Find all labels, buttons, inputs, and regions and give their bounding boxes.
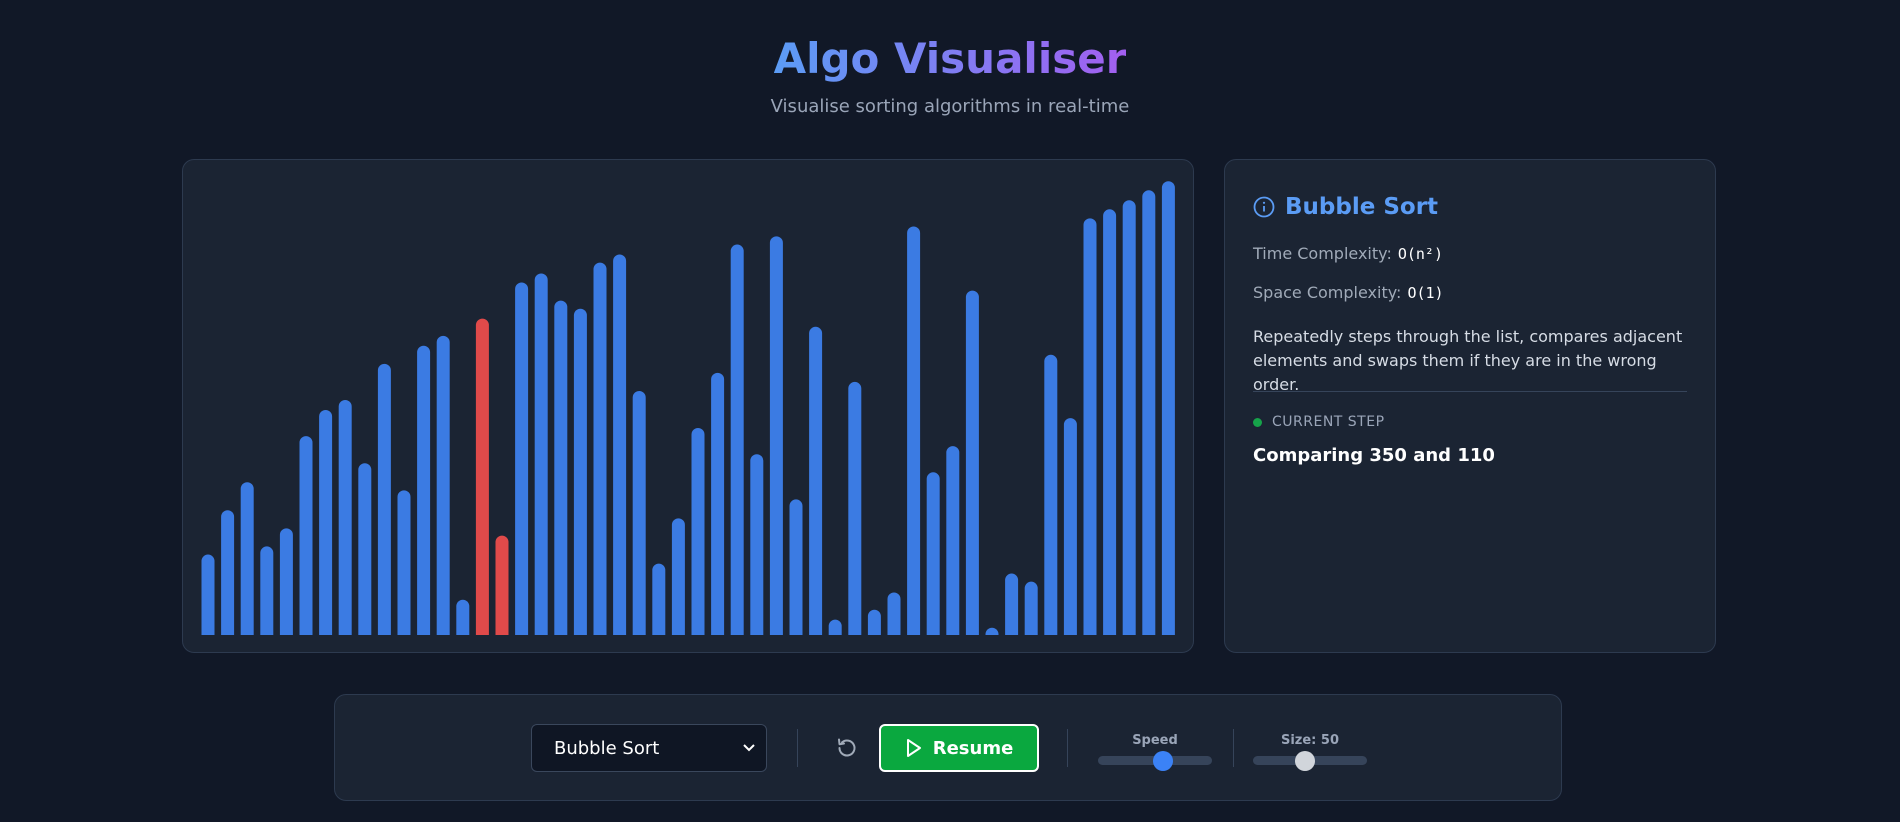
bar xyxy=(907,226,921,635)
bar xyxy=(789,499,803,635)
separator xyxy=(1253,391,1687,392)
bar xyxy=(652,563,666,635)
bar xyxy=(1044,354,1058,635)
bar xyxy=(260,546,274,635)
bar xyxy=(750,454,764,635)
chevron xyxy=(743,744,755,752)
bar xyxy=(671,518,685,635)
step-text: Comparing 350 and 110 xyxy=(1253,445,1495,466)
bar xyxy=(965,290,979,635)
bar xyxy=(201,554,215,635)
space-value: O(1) xyxy=(1407,284,1444,302)
bar xyxy=(1083,218,1097,636)
bar xyxy=(573,308,587,635)
reset-button[interactable] xyxy=(835,736,859,760)
info-icon xyxy=(1253,196,1275,218)
bar xyxy=(848,381,862,635)
space-row: Space Complexity: O(1) xyxy=(1253,283,1444,302)
resume-button[interactable]: Resume xyxy=(879,724,1039,772)
status-dot xyxy=(1253,417,1262,427)
step-heading: CURRENT STEP xyxy=(1253,414,1385,430)
bar xyxy=(1005,573,1019,635)
bar xyxy=(554,300,568,635)
bar xyxy=(867,609,881,635)
bar xyxy=(632,390,646,635)
info-title: Bubble Sort xyxy=(1285,194,1439,220)
bar xyxy=(809,326,823,635)
size-thumb[interactable] xyxy=(1295,751,1315,771)
time-row: Time Complexity: O(n²) xyxy=(1253,244,1443,263)
chart-panel xyxy=(182,159,1194,653)
bar xyxy=(1161,181,1175,635)
bar xyxy=(1103,209,1117,635)
bar xyxy=(926,472,940,635)
divider xyxy=(1233,729,1234,767)
bar xyxy=(436,335,450,635)
bar xyxy=(985,627,999,635)
select-value: Bubble Sort xyxy=(554,737,660,759)
info-heading: Bubble Sort xyxy=(1253,194,1438,220)
bar xyxy=(828,619,842,635)
bar xyxy=(279,528,293,635)
bar xyxy=(1063,418,1077,635)
bar xyxy=(1142,190,1156,636)
subtitle: Visualise sorting algorithms in real-tim… xyxy=(770,96,1130,117)
bar xyxy=(711,372,725,635)
divider xyxy=(1067,729,1068,767)
bar xyxy=(593,262,607,635)
bar xyxy=(515,282,529,635)
bar xyxy=(613,254,627,635)
bar xyxy=(338,400,352,635)
bar xyxy=(358,463,372,635)
time-label: Time Complexity: xyxy=(1253,244,1392,263)
bar xyxy=(240,482,254,635)
bar xyxy=(475,318,489,635)
resume-label: Resume xyxy=(932,737,1014,759)
space-label: Space Complexity: xyxy=(1253,283,1402,302)
play-icon xyxy=(906,739,921,757)
size-label: Size: 50 xyxy=(1280,733,1340,748)
bar xyxy=(397,490,411,635)
title-text: Algo Visualiser xyxy=(773,34,1127,83)
algorithm-select[interactable]: Bubble Sort xyxy=(531,724,767,772)
bar xyxy=(691,428,705,635)
bar xyxy=(221,510,235,635)
bar xyxy=(319,409,333,635)
bar xyxy=(769,236,783,635)
bar xyxy=(946,446,960,635)
divider xyxy=(797,729,798,767)
bar xyxy=(456,599,470,635)
step-label: CURRENT STEP xyxy=(1272,414,1385,430)
title: Algo Visualiser xyxy=(0,34,1900,83)
controls-panel: Bubble Sort Resume Speed Size: 50 xyxy=(334,694,1562,801)
bar xyxy=(1024,581,1038,635)
info-panel: Bubble Sort Time Complexity: O(n²) Space … xyxy=(1224,159,1716,653)
bar-chart xyxy=(201,181,1175,636)
speed-label: Speed xyxy=(1132,733,1178,748)
bar xyxy=(377,363,391,635)
bar xyxy=(299,436,313,635)
bar xyxy=(495,535,509,635)
bar xyxy=(417,345,431,635)
bar xyxy=(1122,200,1136,635)
speed-thumb[interactable] xyxy=(1153,751,1173,771)
bar xyxy=(887,592,901,635)
bar xyxy=(534,273,548,635)
bar xyxy=(730,244,744,636)
description: Repeatedly steps through the list, compa… xyxy=(1253,327,1683,394)
time-value: O(n²) xyxy=(1397,245,1443,263)
